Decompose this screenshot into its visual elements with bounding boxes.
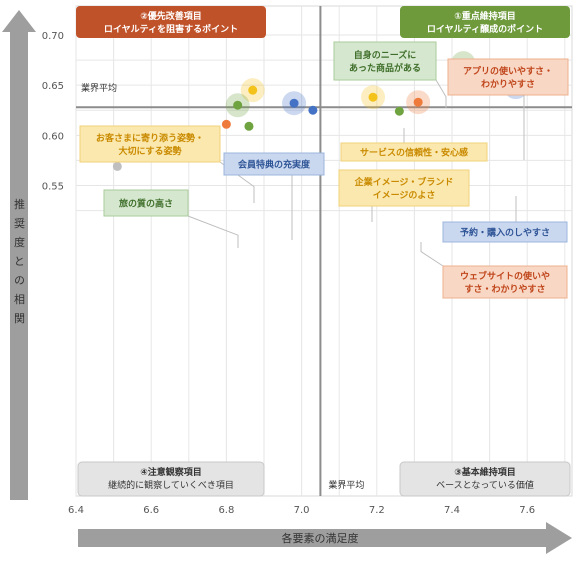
annotation-label: わかりやすさ <box>481 79 535 90</box>
quadrant-subtitle: ベースとなっている価値 <box>436 479 534 491</box>
data-point <box>244 121 254 131</box>
annotation-box <box>223 152 325 176</box>
quadrant-title: ①重点維持項目 <box>454 10 516 22</box>
quadrant-box-bottom-right <box>399 461 571 497</box>
annotation-label: お客さまに寄り添う姿勢・ <box>96 132 204 144</box>
quadrant-title: ③基本維持項目 <box>454 466 516 478</box>
annotation-label: サービスの信頼性・安心感 <box>360 147 468 159</box>
data-point <box>112 161 122 171</box>
industry-average-label-x: 業界平均 <box>328 479 364 491</box>
quadrant-title: ④注意観察項目 <box>140 466 202 478</box>
annotation-label: 大切にする姿勢 <box>118 145 181 157</box>
x-axis-arrow <box>78 522 572 554</box>
annotation-leader-line <box>420 242 444 267</box>
quadrant-title: ②優先改善項目 <box>140 10 202 22</box>
annotation-box <box>333 41 437 81</box>
data-point <box>368 92 378 102</box>
annotation-box <box>442 221 568 243</box>
annotation-label: 企業イメージ・ブランド <box>354 176 454 188</box>
data-point <box>394 106 404 116</box>
quadrant-box-top-left <box>76 6 266 38</box>
annotation-label: アプリの使いやすさ・ <box>463 65 553 77</box>
x-tick-label: 7.0 <box>294 505 310 516</box>
data-point <box>248 85 258 95</box>
industry-average-label-y: 業界平均 <box>81 82 117 94</box>
y-axis-title: 推奨度との相関 <box>13 197 26 331</box>
annotation-leader-line <box>187 215 239 248</box>
quadrant-box-bottom-left <box>77 461 265 497</box>
data-point <box>308 105 318 115</box>
annotation-label: 旅の質の高さ <box>119 198 173 210</box>
annotation-box <box>79 125 221 163</box>
quadrant-subtitle: ロイヤルティ醸成のポイント <box>427 23 543 35</box>
annotation-label: 自身のニーズに <box>354 49 417 61</box>
x-axis-title: 各要素の満足度 <box>282 531 359 545</box>
data-point <box>289 98 299 108</box>
annotation-label: 会員特典の充実度 <box>238 159 311 171</box>
y-tick-label: 0.60 <box>42 131 64 142</box>
annotation-box <box>340 142 488 162</box>
x-tick-label: 6.4 <box>68 505 84 516</box>
quadrant-subtitle: 継続的に観察していくべき項目 <box>108 479 234 491</box>
quadrant-subtitle: ロイヤルティを阻害するポイント <box>104 23 238 35</box>
annotation-label: 予約・購入のしやすさ <box>460 227 550 239</box>
annotation-leader-line <box>435 79 447 108</box>
data-point <box>413 97 423 107</box>
annotation-label: すさ・わかりやすさ <box>464 284 545 295</box>
y-tick-label: 0.65 <box>42 81 64 92</box>
annotation-label: ウェブサイトの使いや <box>460 270 550 282</box>
data-point <box>233 100 243 110</box>
annotation-box <box>103 189 189 217</box>
x-tick-label: 7.4 <box>444 505 460 516</box>
annotation-box <box>442 265 568 299</box>
annotation-label: イメージのよさ <box>373 190 436 201</box>
annotation-box <box>338 169 470 207</box>
data-point <box>221 119 231 129</box>
quadrant-box-top-right <box>400 6 570 38</box>
x-tick-label: 6.6 <box>143 505 159 516</box>
y-tick-label: 0.55 <box>42 181 64 192</box>
y-axis-arrow <box>2 10 36 500</box>
annotation-label: あった商品がある <box>349 62 421 74</box>
y-tick-label: 0.70 <box>42 31 64 42</box>
x-tick-label: 6.8 <box>218 505 234 516</box>
x-tick-label: 7.6 <box>519 505 535 516</box>
x-tick-label: 7.2 <box>369 505 385 516</box>
annotation-box <box>447 58 569 96</box>
